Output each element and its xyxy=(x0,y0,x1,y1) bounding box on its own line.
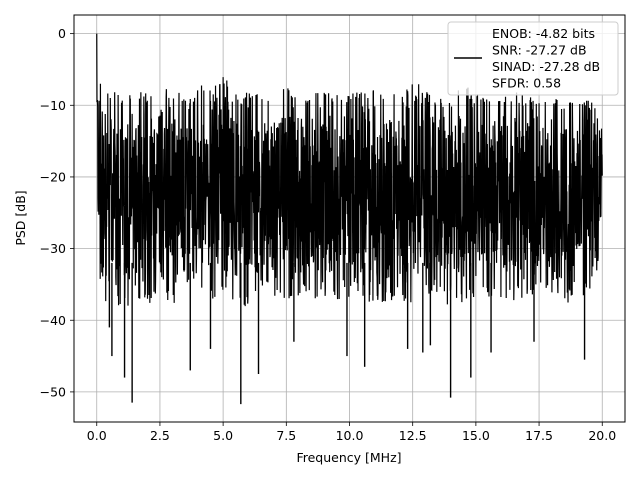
y-axis-ticks: 0 −10 −20 −30 −40 −50 xyxy=(40,26,74,399)
x-tick-label: 7.5 xyxy=(276,428,296,443)
legend-line: SNR: -27.27 dB xyxy=(492,43,587,58)
y-tick-label: −10 xyxy=(40,98,66,113)
legend: ENOB: -4.82 bits SNR: -27.27 dB SINAD: -27… xyxy=(447,21,619,96)
legend-label: ENOB: -4.82 bits SNR: -27.27 dB SINAD: -27… xyxy=(492,26,600,91)
x-tick-label: 2.5 xyxy=(150,428,170,443)
y-tick-label: 0 xyxy=(58,26,66,41)
y-tick-label: −40 xyxy=(40,313,66,328)
y-tick-label: −20 xyxy=(40,169,66,184)
x-axis-ticks: 0.0 2.5 5.0 7.5 10.0 12.5 15.0 17.5 20.0 xyxy=(87,422,616,443)
plot-area xyxy=(96,33,603,405)
x-tick-label: 20.0 xyxy=(588,428,616,443)
x-tick-label: 15.0 xyxy=(462,428,490,443)
x-tick-label: 0.0 xyxy=(87,428,107,443)
y-tick-label: −50 xyxy=(40,384,66,399)
x-tick-label: 5.0 xyxy=(213,428,233,443)
psd-series xyxy=(96,33,603,405)
x-axis-label: Frequency [MHz] xyxy=(296,450,401,465)
y-tick-label: −30 xyxy=(40,241,66,256)
y-axis-label: PSD [dB] xyxy=(13,190,28,245)
x-tick-label: 10.0 xyxy=(336,428,364,443)
legend-line: SINAD: -27.28 dB xyxy=(492,59,600,74)
x-tick-label: 17.5 xyxy=(525,428,553,443)
legend-box xyxy=(447,21,619,96)
x-tick-label: 12.5 xyxy=(399,428,427,443)
legend-line: ENOB: -4.82 bits xyxy=(492,26,595,41)
legend-line: SFDR: 0.58 xyxy=(492,76,561,91)
psd-trace xyxy=(96,33,603,307)
